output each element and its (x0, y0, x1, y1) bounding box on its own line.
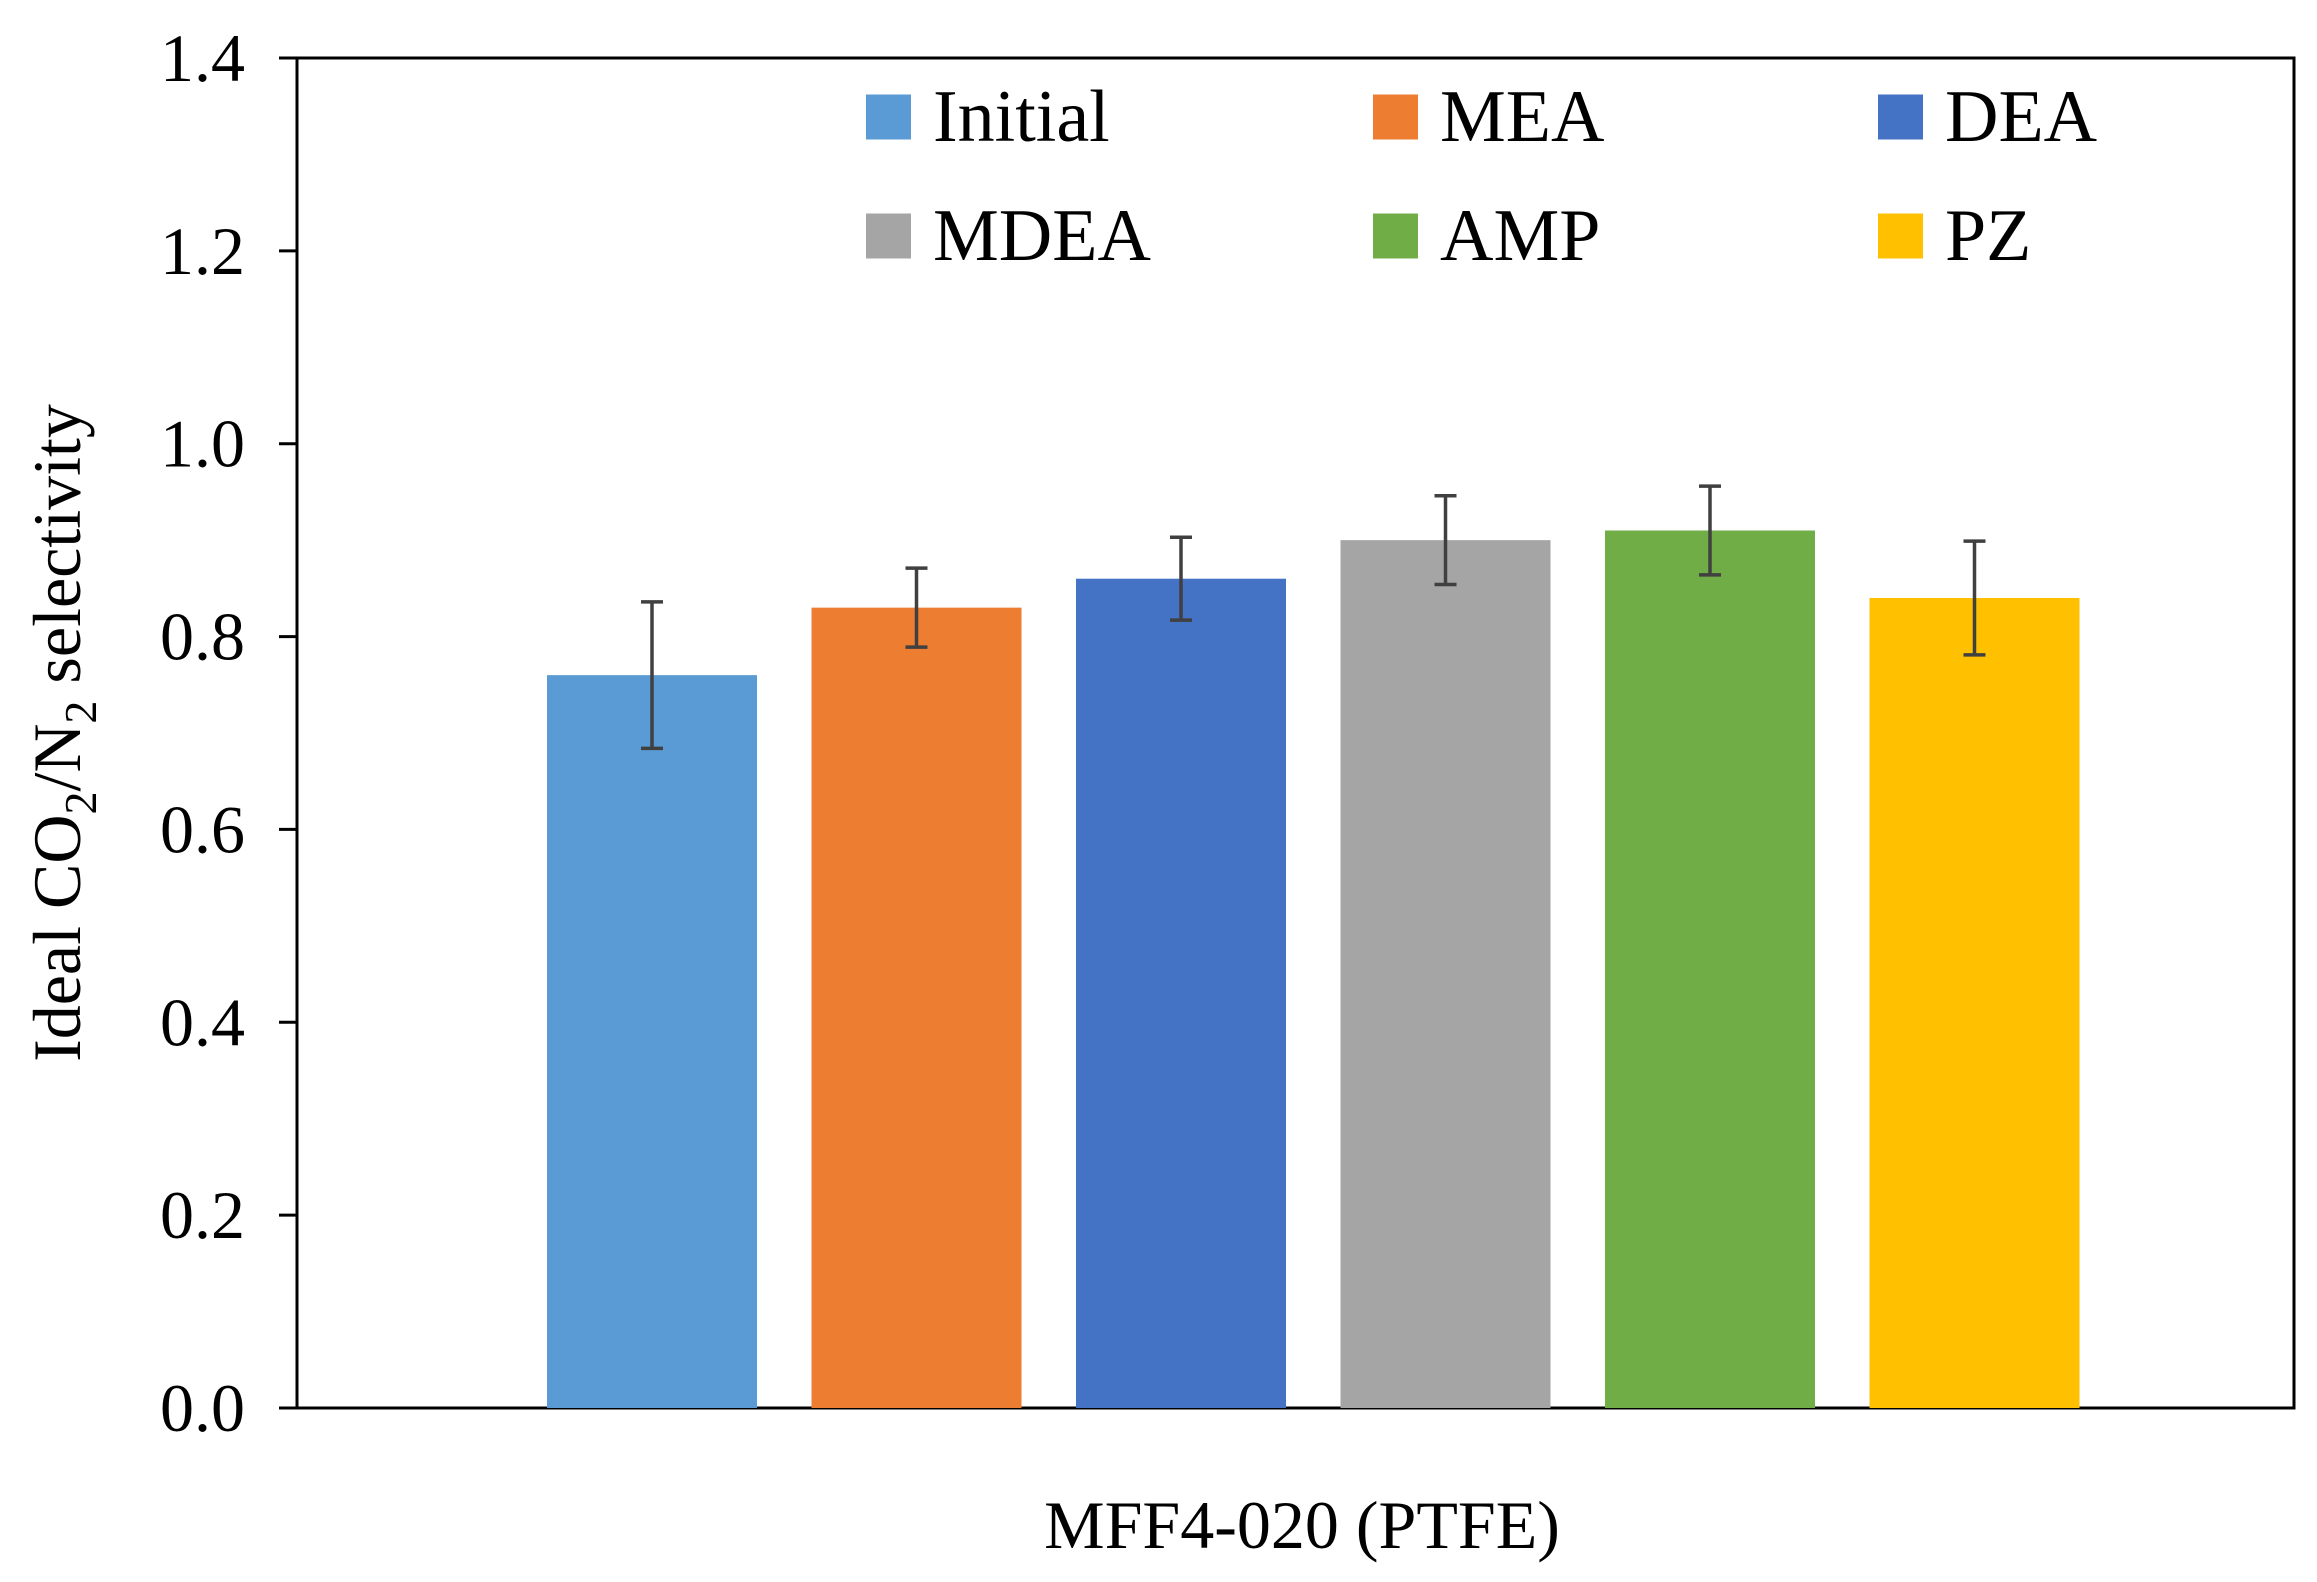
legend-swatch (866, 213, 911, 259)
error-bar-dea (1170, 535, 1192, 622)
legend-item-mdea: MDEA (866, 195, 1151, 277)
legend-swatch (1878, 213, 1923, 259)
legend-item-amp: AMP (1373, 195, 1600, 277)
y-tick-label: 1.2 (160, 213, 245, 289)
legend-swatch (1373, 94, 1418, 140)
bar-dea (1076, 578, 1286, 1408)
y-axis: 0.0 0.2 0.4 0.6 0.8 1.0 1.2 1.4 (160, 20, 297, 1446)
legend-label: PZ (1945, 195, 2031, 277)
legend: Initial MEA DEA MDEA AMP PZ (866, 76, 2097, 277)
error-bar-amp (1699, 484, 1721, 577)
y-tick-label: 0.4 (160, 984, 245, 1060)
bar-initial (547, 675, 757, 1408)
legend-item-initial: Initial (866, 76, 1110, 158)
x-axis-label: MFF4-020 (PTFE) (1044, 1487, 1560, 1563)
error-bar-initial (641, 600, 663, 751)
y-axis-label-suffix: selectivity (19, 404, 95, 700)
y-tick-label: 0.2 (160, 1177, 245, 1253)
y-axis-label: Ideal CO2/N2 selectivity (19, 404, 106, 1062)
y-axis-label-sub2: 2 (55, 701, 106, 724)
y-axis-label-sub1: 2 (55, 792, 106, 815)
error-bars (641, 484, 1986, 751)
legend-label: MEA (1440, 76, 1604, 158)
error-bar-mdea (1434, 494, 1457, 587)
y-tick-label: 0.6 (160, 791, 245, 867)
legend-item-mea: MEA (1373, 76, 1604, 158)
y-tick-label: 1.4 (160, 20, 245, 96)
y-axis-label-middle: /N (19, 724, 95, 792)
bar-pz (1869, 598, 2080, 1408)
bar-mea (811, 607, 1022, 1408)
y-tick-label: 0.8 (160, 599, 245, 675)
y-tick-label: 1.0 (160, 406, 245, 482)
legend-label: Initial (933, 76, 1110, 158)
legend-label: MDEA (933, 195, 1151, 277)
y-axis-label-prefix: Ideal CO (19, 815, 95, 1062)
error-bar-mea (905, 566, 928, 649)
y-tick-label: 0.0 (160, 1370, 245, 1446)
legend-label: DEA (1945, 76, 2097, 158)
bar-amp (1605, 530, 1815, 1408)
bar-mdea (1340, 540, 1551, 1408)
legend-label: AMP (1440, 195, 1600, 277)
legend-item-dea: DEA (1878, 76, 2097, 158)
legend-item-pz: PZ (1878, 195, 2031, 277)
error-bar-pz (1963, 539, 1986, 657)
legend-swatch (1878, 94, 1923, 140)
bars (547, 530, 2080, 1408)
legend-swatch (1373, 213, 1418, 259)
legend-swatch (866, 94, 911, 140)
